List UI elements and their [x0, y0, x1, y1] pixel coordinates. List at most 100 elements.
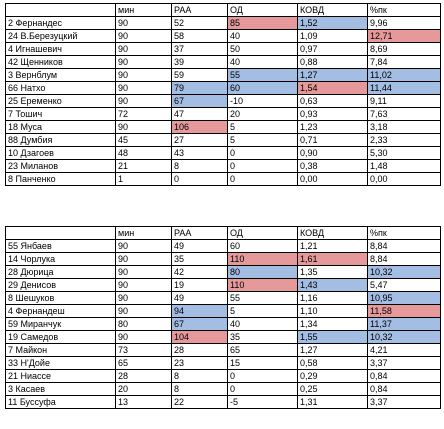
cell-pct-pk: 11,02 — [367, 68, 441, 82]
cell-raa: 67 — [171, 94, 228, 108]
cell-od: -5 — [227, 395, 298, 409]
cell-od: 5 — [227, 133, 298, 147]
cell-pct-pk: 0,84 — [367, 382, 441, 396]
cell-raa: 27 — [171, 133, 228, 147]
cell-pct-pk: 5,30 — [367, 146, 441, 160]
cell-kovd: 0,38 — [297, 159, 368, 173]
cell-pct-pk: 0,00 — [367, 172, 441, 186]
table-row: 8 Панченко 1 0 0 0,00 0,00 — [5, 172, 441, 186]
cell-od: 80 — [227, 265, 298, 279]
cell-raa: 8 — [171, 382, 228, 396]
column-header-pct-pk: %пк — [367, 3, 441, 17]
cell-od: 0 — [227, 159, 298, 173]
cell-player: 19 Самедов — [5, 330, 116, 344]
table-row: 14 Чорлука 90 35 110 1,61 8,84 — [5, 252, 441, 266]
cell-raa: 39 — [171, 55, 228, 69]
cell-kovd: 1,35 — [297, 265, 368, 279]
cell-minutes: 90 — [115, 81, 172, 95]
cell-raa: 43 — [171, 146, 228, 160]
cell-player: 55 Янбаев — [5, 239, 116, 253]
cell-minutes: 90 — [115, 55, 172, 69]
cell-kovd: 1,43 — [297, 278, 368, 292]
cell-kovd: 1,55 — [297, 330, 368, 344]
cell-raa: 104 — [171, 330, 228, 344]
cell-player: 8 Панченко — [5, 172, 116, 186]
cell-pct-pk: 7,63 — [367, 107, 441, 121]
cell-raa: 35 — [171, 252, 228, 266]
cell-kovd: 1,61 — [297, 252, 368, 266]
cell-pct-pk: 10,95 — [367, 291, 441, 305]
cell-raa: 19 — [171, 278, 228, 292]
cell-od: 5 — [227, 120, 298, 134]
cell-kovd: 1,34 — [297, 317, 368, 331]
cell-minutes: 72 — [115, 107, 172, 121]
cell-player: 2 Фернандес — [5, 16, 116, 30]
cell-player: 88 Думбия — [5, 133, 116, 147]
cell-od: 50 — [227, 42, 298, 56]
cell-minutes: 28 — [115, 369, 172, 383]
cell-minutes: 90 — [115, 330, 172, 344]
cell-pct-pk: 2,33 — [367, 133, 441, 147]
cell-od: 5 — [227, 304, 298, 318]
cell-kovd: 0,58 — [297, 356, 368, 370]
cell-kovd: 0,63 — [297, 94, 368, 108]
cell-player: 7 Майкон — [5, 343, 116, 357]
table-row: 3 Касаев 20 8 0 0,25 0,84 — [5, 382, 441, 396]
table-row: 24 В.Березуцкий 90 58 40 1,09 12,71 — [5, 29, 441, 43]
column-header-player — [5, 226, 116, 240]
cell-player: 4 Фернандеш — [5, 304, 116, 318]
cell-pct-pk: 4,21 — [367, 343, 441, 357]
cell-od: 0 — [227, 382, 298, 396]
cell-raa: 106 — [171, 120, 228, 134]
cell-minutes: 90 — [115, 278, 172, 292]
cell-od: -10 — [227, 94, 298, 108]
cell-player: 29 Денисов — [5, 278, 116, 292]
cell-pct-pk: 11,58 — [367, 304, 441, 318]
cell-player: 24 В.Березуцкий — [5, 29, 116, 43]
column-header-minutes: мин — [115, 226, 172, 240]
table-row: 2 Фернандес 90 52 85 1,52 9,96 — [5, 16, 441, 30]
cell-minutes: 90 — [115, 120, 172, 134]
cell-pct-pk: 5,47 — [367, 278, 441, 292]
cell-raa: 42 — [171, 265, 228, 279]
cell-minutes: 90 — [115, 291, 172, 305]
cell-od: 20 — [227, 107, 298, 121]
cell-od: 65 — [227, 343, 298, 357]
table-row: 3 Вернблум 90 59 55 1,27 11,02 — [5, 68, 441, 82]
cell-kovd: 1,21 — [297, 239, 368, 253]
cell-pct-pk: 8,69 — [367, 42, 441, 56]
table-row: 66 Натхо 90 79 60 1,54 11,44 — [5, 81, 441, 95]
table-row: 59 Миранчук 80 67 40 1,34 11,37 — [5, 317, 441, 331]
table-row: 29 Денисов 90 19 110 1,43 5,47 — [5, 278, 441, 292]
column-header-kovd: КОВД — [297, 3, 368, 17]
cell-kovd: 1,52 — [297, 16, 368, 30]
cell-raa: 52 — [171, 16, 228, 30]
cell-pct-pk: 3,18 — [367, 120, 441, 134]
cell-minutes: 90 — [115, 94, 172, 108]
cell-pct-pk: 3,37 — [367, 356, 441, 370]
cell-minutes: 20 — [115, 382, 172, 396]
table-row: 23 Миланов 21 8 0 0,38 1,48 — [5, 159, 441, 173]
cell-od: 85 — [227, 16, 298, 30]
column-header-raa: РАА — [171, 3, 228, 17]
cell-od: 40 — [227, 55, 298, 69]
column-header-kovd: КОВД — [297, 226, 368, 240]
cell-od: 40 — [227, 29, 298, 43]
cell-player: 18 Муса — [5, 120, 116, 134]
cell-od: 15 — [227, 356, 298, 370]
cell-player: 7 Тошич — [5, 107, 116, 121]
table-row: 55 Янбаев 90 49 60 1,21 8,84 — [5, 239, 441, 253]
cell-pct-pk: 9,96 — [367, 16, 441, 30]
cell-od: 55 — [227, 291, 298, 305]
cell-pct-pk: 12,71 — [367, 29, 441, 43]
cell-raa: 67 — [171, 317, 228, 331]
cell-minutes: 90 — [115, 16, 172, 30]
cell-pct-pk: 0,84 — [367, 369, 441, 383]
cell-od: 0 — [227, 369, 298, 383]
cell-player: 66 Натхо — [5, 81, 116, 95]
cell-raa: 49 — [171, 239, 228, 253]
cell-minutes: 48 — [115, 146, 172, 160]
table-row: 10 Дзагоев 48 43 0 0,90 5,30 — [5, 146, 441, 160]
table-row: 18 Муса 90 106 5 1,23 3,18 — [5, 120, 441, 134]
table-row: 7 Тошич 72 47 20 0,93 7,63 — [5, 107, 441, 121]
